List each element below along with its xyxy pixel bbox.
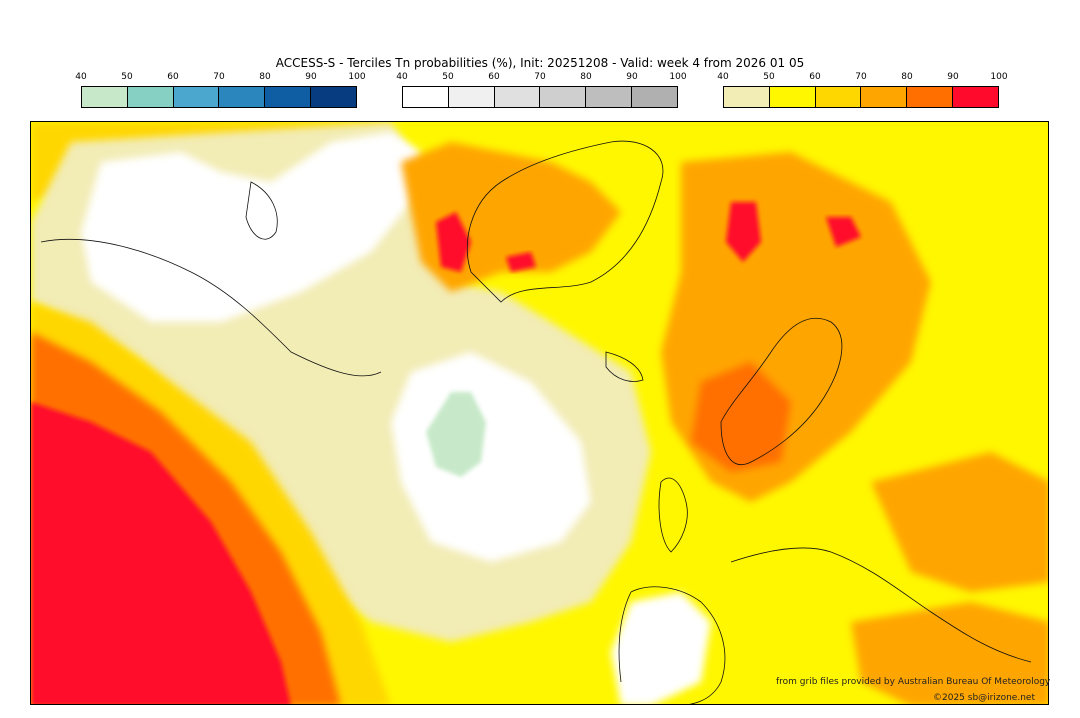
legend-tick: 70 xyxy=(855,72,867,82)
legend-colorbar xyxy=(723,86,999,108)
legend-swatch xyxy=(448,87,495,107)
coastline xyxy=(605,351,644,382)
legend-swatch xyxy=(861,87,908,107)
legend-swatch xyxy=(769,87,816,107)
legend-tick: 60 xyxy=(167,72,179,82)
legend-tick: 40 xyxy=(717,72,729,82)
legend-tick: 70 xyxy=(534,72,546,82)
field-orange-east-europe xyxy=(871,452,1048,592)
legend-tick: 60 xyxy=(488,72,500,82)
field-orange-mediterranean xyxy=(851,602,1048,704)
legend-tick: 50 xyxy=(763,72,775,82)
field-white-atlantic xyxy=(391,352,591,562)
legend-normal: 40 50 60 70 80 90 100 xyxy=(396,72,687,112)
legend-tick: 90 xyxy=(305,72,317,82)
legend-colorbar xyxy=(402,86,678,108)
coastline xyxy=(658,477,688,553)
coastline xyxy=(618,586,726,704)
field-red-greenland xyxy=(436,212,471,272)
coastline xyxy=(40,239,382,377)
field-white-canada xyxy=(81,132,421,322)
coastline xyxy=(245,181,278,240)
field-white-iberia xyxy=(611,592,711,704)
legend-swatch xyxy=(219,87,266,107)
field-dark-orange-scandinavia xyxy=(691,362,791,472)
legend-tick: 80 xyxy=(259,72,271,82)
map-title: ACCESS-S - Terciles Tn probabilities (%)… xyxy=(275,56,805,70)
legend-tick: 80 xyxy=(901,72,913,82)
legend-tick: 40 xyxy=(396,72,408,82)
legend-swatch xyxy=(127,87,174,107)
legend-swatch xyxy=(586,87,633,107)
legend-tick: 40 xyxy=(75,72,87,82)
legend-tick: 60 xyxy=(809,72,821,82)
legend-swatch xyxy=(311,87,356,107)
field-red-greenland-east xyxy=(506,252,536,272)
legend-tick: 100 xyxy=(348,72,366,82)
legend-tick: 50 xyxy=(442,72,454,82)
legend-below-normal: 40 50 60 70 80 90 100 xyxy=(75,72,366,112)
legend-swatch xyxy=(815,87,862,107)
legend-swatch xyxy=(540,87,587,107)
legend-swatch xyxy=(632,87,677,107)
legend-swatch xyxy=(953,87,998,107)
probability-map xyxy=(30,121,1049,705)
legend-tick: 100 xyxy=(990,72,1008,82)
field-red-svalbard xyxy=(726,202,761,262)
legend-tick: 90 xyxy=(626,72,638,82)
map-canvas xyxy=(31,122,1048,704)
legend-above-normal: 40 50 60 70 80 90 100 xyxy=(717,72,1008,112)
field-green-patch xyxy=(426,392,486,477)
copyright-credit: ©2025 sb@irizone.net xyxy=(933,693,1035,703)
coastline xyxy=(720,317,843,465)
legend-swatch xyxy=(403,87,449,107)
source-credit: from grib files provided by Australian B… xyxy=(776,677,1051,687)
legend-colorbar xyxy=(81,86,357,108)
legend-swatch xyxy=(724,87,770,107)
coastline xyxy=(466,140,664,303)
legend-swatch xyxy=(173,87,220,107)
legend-swatch xyxy=(494,87,541,107)
legend-tick: 90 xyxy=(947,72,959,82)
legend-swatch xyxy=(82,87,128,107)
legend-swatch xyxy=(265,87,312,107)
field-red-novaya xyxy=(826,217,861,247)
legend-tick: 80 xyxy=(580,72,592,82)
legend-swatch xyxy=(907,87,954,107)
legend-tick: 50 xyxy=(121,72,133,82)
legend-tick: 70 xyxy=(213,72,225,82)
legend-tick: 100 xyxy=(669,72,687,82)
coastline xyxy=(730,547,1032,663)
field-red-southwest xyxy=(31,402,291,704)
